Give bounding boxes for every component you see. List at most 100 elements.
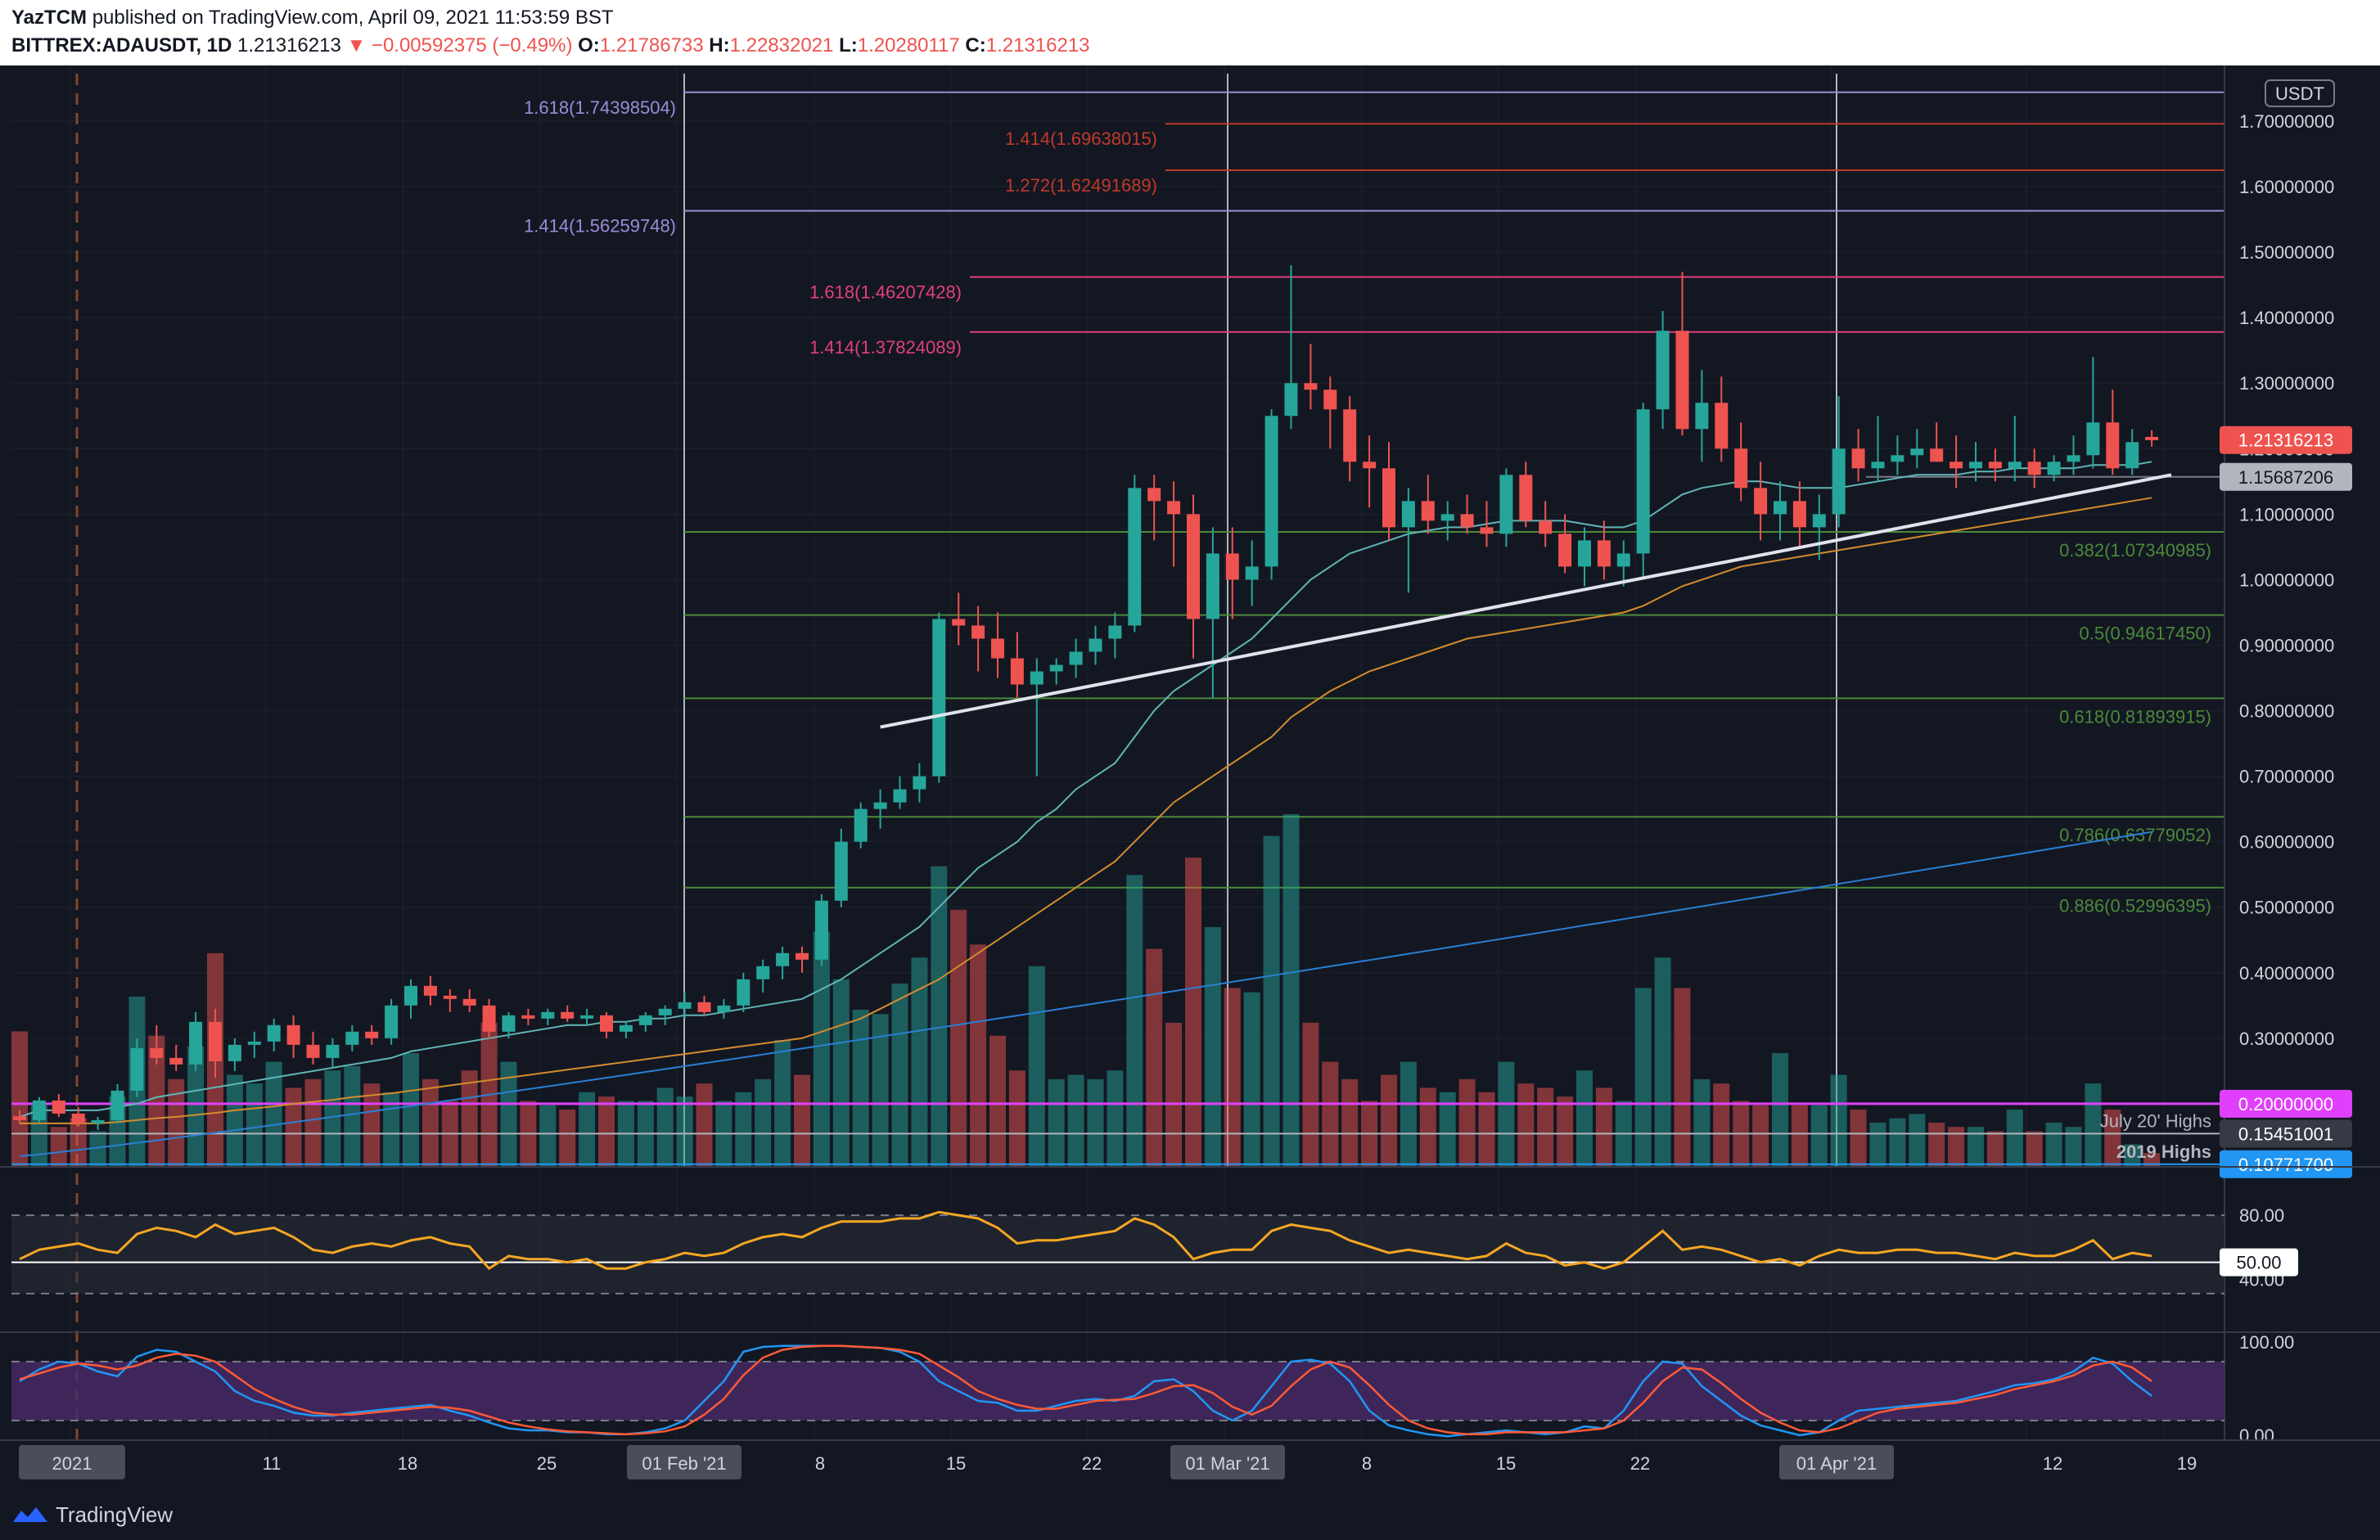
stoch-d-line — [19, 1344, 2152, 1436]
candle-body — [1774, 501, 1787, 515]
volume-bar — [89, 1131, 106, 1166]
volume-bar — [1185, 858, 1201, 1166]
candle-body — [423, 985, 437, 996]
volume-bar — [1282, 814, 1300, 1166]
time-tick-badge — [627, 1445, 741, 1479]
volume-bar — [1810, 1105, 1828, 1166]
candle-body — [1049, 664, 1063, 672]
volume-bar — [324, 1070, 341, 1166]
candle-body — [1988, 462, 2002, 469]
volume-bar — [461, 1070, 478, 1166]
volume-bar — [2006, 1109, 2023, 1166]
candle-body — [1460, 514, 1474, 528]
price-tick-label: 0.50000000 — [2239, 898, 2334, 918]
level-badge — [2220, 1089, 2352, 1118]
volume-bar — [1439, 1092, 1456, 1166]
candle-body — [717, 1005, 731, 1012]
candle-body — [580, 1015, 594, 1019]
open-label: O: — [578, 34, 600, 56]
current-price: 1.21316213 — [237, 34, 341, 56]
candle-body — [2047, 462, 2061, 475]
candle-body — [2125, 442, 2139, 469]
candle-body — [1284, 383, 1298, 417]
volume-bar — [1557, 1096, 1574, 1166]
volume-bar — [1537, 1087, 1554, 1166]
candle-body — [189, 1021, 203, 1065]
candle-body — [776, 952, 790, 966]
volume-bar — [676, 1096, 693, 1166]
volume-bar — [1791, 1105, 1808, 1166]
volume-bar — [265, 1061, 282, 1166]
price-tick-label: 0.30000000 — [2239, 1029, 2334, 1049]
volume-bar — [872, 1014, 889, 1166]
volume-bar — [2065, 1127, 2082, 1166]
volume-bar — [1595, 1087, 1612, 1166]
candle-body — [991, 638, 1004, 659]
symbol-label[interactable]: BITTREX:ADAUSDT, 1D — [11, 34, 232, 56]
candle-body — [228, 1044, 241, 1061]
fib-level-label: 0.5(0.94617450) — [2080, 624, 2211, 644]
volume-bar — [1517, 1083, 1535, 1166]
volume-bar — [285, 1087, 302, 1166]
candle-body — [110, 1090, 124, 1120]
candle-body — [658, 1008, 672, 1015]
moving-averages — [19, 461, 2152, 1157]
ma20-line — [19, 461, 2152, 1118]
volume-bar — [344, 1065, 361, 1166]
candle-body — [169, 1057, 183, 1065]
volume-bar — [579, 1092, 596, 1166]
candle-body — [971, 625, 985, 639]
volume-bar — [1909, 1114, 1926, 1166]
author-name[interactable]: YazTCM — [11, 7, 88, 29]
ma50-line — [20, 497, 2152, 1124]
stoch-tick-label: 100.00 — [2239, 1332, 2294, 1353]
price-tick-label: 1.30000000 — [2239, 373, 2334, 394]
level-badge-text: 0.10771700 — [2238, 1155, 2333, 1175]
volume-bar — [559, 1109, 576, 1166]
price-tick-label: 1.60000000 — [2239, 177, 2334, 197]
volume-bar — [168, 1078, 185, 1166]
price-tick-label: 1.40000000 — [2239, 308, 2334, 328]
volume-bar — [1634, 988, 1652, 1166]
fib-level-label: 0.382(1.07340985) — [2059, 540, 2211, 561]
volume-bar — [304, 1078, 322, 1166]
candle-body — [1616, 553, 1630, 567]
candle-body — [1832, 448, 1846, 515]
level-badge-text: 1.15687206 — [2238, 467, 2333, 488]
time-tick-label: 8 — [815, 1453, 825, 1474]
volume-bar — [1693, 1078, 1711, 1166]
candle-body — [2106, 422, 2120, 469]
candle-body — [482, 1005, 496, 1032]
candle-body — [1597, 540, 1611, 567]
reference-level-note: 2019 Highs — [2116, 1141, 2211, 1162]
chart-canvas[interactable]: 1.618(1.74398504) 1.414(1.69638015) 1.272(… — [0, 65, 2380, 1488]
volume-bar — [1028, 966, 1045, 1166]
fib-level-label: 1.618(1.74398504) — [524, 97, 676, 118]
stoch-pane: 100.000.00 — [0, 1331, 2380, 1446]
candle-body — [834, 841, 848, 901]
candle-body — [404, 985, 417, 1006]
volume-bar — [1576, 1070, 1593, 1166]
candle-body — [1578, 540, 1591, 567]
candle-body — [1539, 520, 1553, 534]
fib-level-label: 1.618(1.46207428) — [809, 282, 962, 303]
candle-body — [267, 1024, 281, 1042]
candle-body — [541, 1011, 555, 1019]
volume-bar — [1850, 1109, 1867, 1166]
change-arrow-icon: ▼ — [346, 34, 367, 56]
candle-body — [443, 995, 457, 999]
candle-body — [1695, 403, 1709, 430]
candle-body — [1950, 462, 1963, 469]
candle-body — [756, 966, 770, 979]
grid-lines — [11, 65, 2224, 1440]
level-badge-text: 0.20000000 — [2238, 1094, 2333, 1114]
volume-bar — [2045, 1122, 2062, 1166]
volume-bar — [598, 1096, 615, 1166]
volume-bar — [1400, 1061, 1417, 1166]
volume-bar — [1381, 1074, 1397, 1166]
candle-body — [1636, 409, 1650, 554]
volume-bar — [696, 1083, 713, 1166]
time-tick-label: 01 Apr '21 — [1796, 1453, 1877, 1474]
last-price-badge — [2220, 426, 2352, 454]
candle-body — [2145, 436, 2159, 440]
